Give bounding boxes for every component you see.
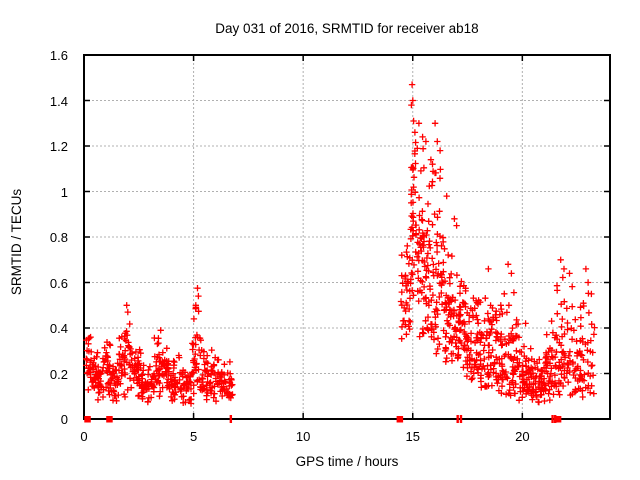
x-tick-label: 15 bbox=[405, 429, 420, 444]
x-axis-label: GPS time / hours bbox=[295, 454, 399, 469]
y-tick-label: 0.8 bbox=[49, 230, 68, 245]
zero-bar-marker bbox=[456, 415, 459, 423]
zero-square-marker bbox=[106, 416, 113, 423]
y-tick-label: 1 bbox=[60, 184, 68, 200]
zero-square-marker bbox=[554, 416, 562, 423]
x-tick-label: 10 bbox=[295, 429, 311, 444]
y-tick-label: 1.2 bbox=[49, 139, 68, 154]
y-tick-label: 0.4 bbox=[49, 321, 68, 336]
data-points bbox=[83, 81, 598, 407]
x-tick-label: 5 bbox=[189, 429, 198, 444]
zero-bar-marker bbox=[554, 415, 557, 423]
y-tick-label: 1.6 bbox=[49, 48, 68, 63]
y-tick-label: 1.4 bbox=[49, 93, 68, 109]
chart-title: Day 031 of 2016, SRMTID for receiver ab1… bbox=[215, 21, 479, 36]
zero-bar-marker bbox=[229, 415, 233, 423]
x-tick-label: 0 bbox=[80, 429, 88, 444]
zero-square-marker bbox=[84, 416, 91, 423]
zero-bar-marker bbox=[459, 415, 463, 423]
y-tick-label: 0.2 bbox=[49, 366, 68, 382]
y-tick-label: 0 bbox=[60, 412, 68, 427]
x-tick-label: 20 bbox=[515, 429, 530, 444]
y-tick-label: 0.6 bbox=[49, 275, 68, 291]
zero-bar-marker bbox=[551, 415, 554, 423]
zero-square-marker bbox=[396, 416, 404, 423]
